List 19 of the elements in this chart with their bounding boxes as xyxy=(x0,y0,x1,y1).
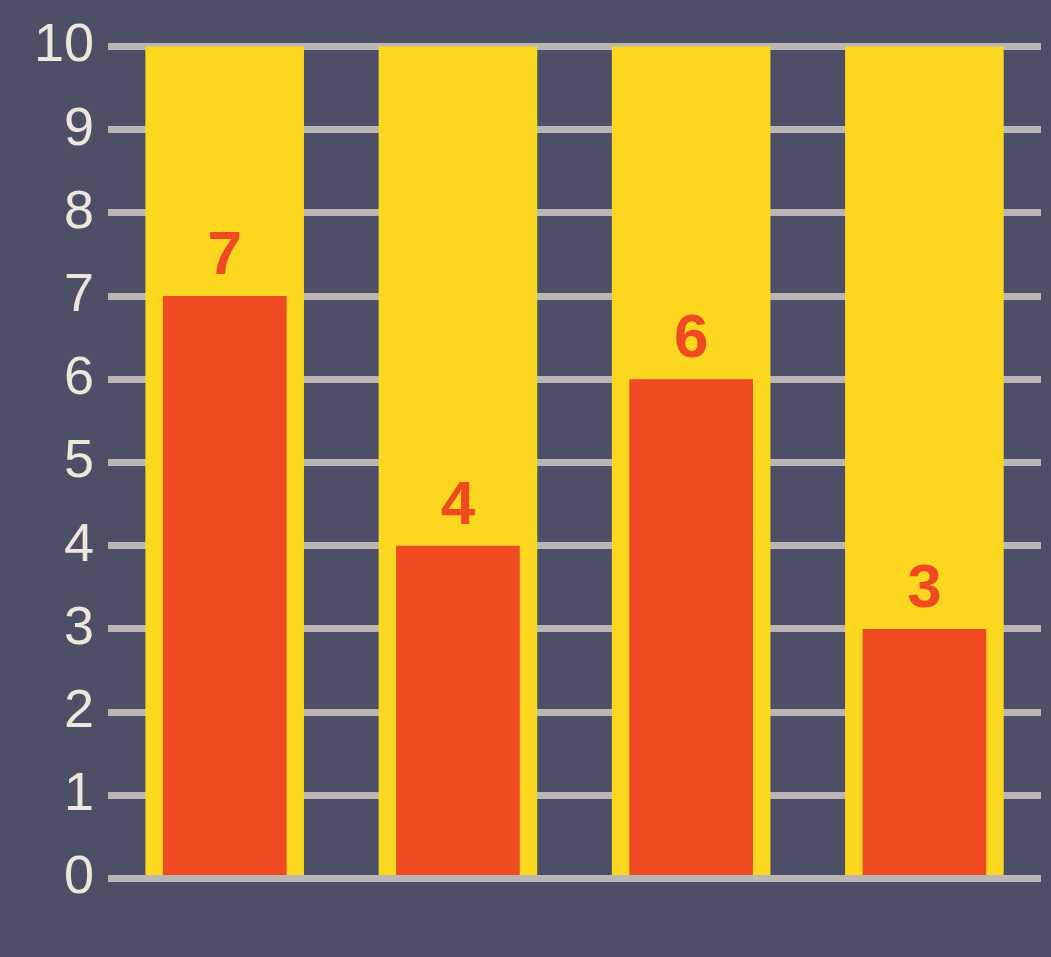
y-tick-label: 2 xyxy=(64,678,95,739)
y-tick-label: 0 xyxy=(64,844,95,905)
y-tick-label: 4 xyxy=(64,511,95,572)
y-tick-label: 7 xyxy=(64,261,95,322)
data-label: 3 xyxy=(907,551,942,621)
bar xyxy=(162,296,287,876)
y-tick-label: 3 xyxy=(64,594,95,655)
y-tick-label: 9 xyxy=(64,95,95,156)
data-label: 7 xyxy=(207,218,242,288)
bar xyxy=(862,628,987,876)
data-label: 4 xyxy=(440,467,476,537)
bar xyxy=(629,379,753,876)
y-tick-label: 10 xyxy=(33,12,95,73)
y-tick-label: 5 xyxy=(64,428,95,489)
y-tick-label: 6 xyxy=(64,345,95,406)
y-tick-label: 8 xyxy=(64,178,95,239)
y-tick-label: 1 xyxy=(64,761,95,822)
bar xyxy=(396,545,520,876)
data-label: 6 xyxy=(673,301,709,371)
